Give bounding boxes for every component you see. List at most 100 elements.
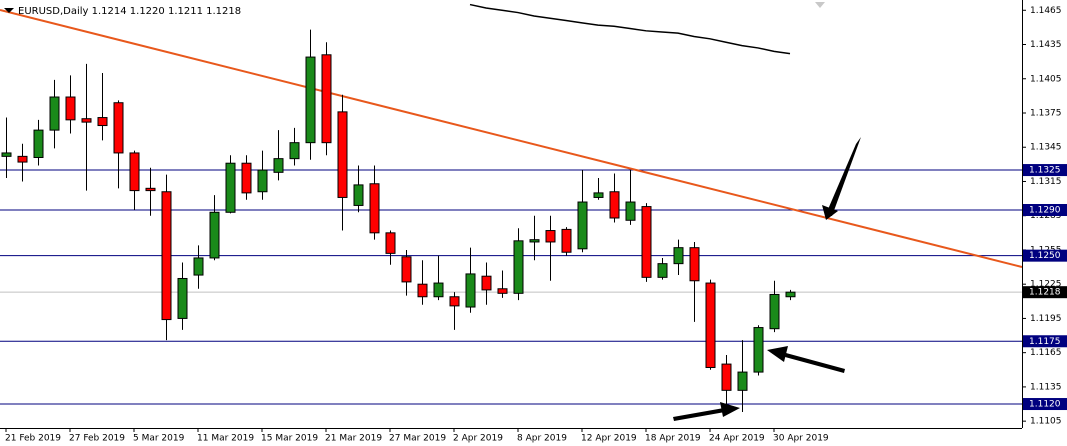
last-price-box [1023,286,1067,299]
y-tick-label: 1.1315 [1030,177,1062,187]
candle-body [129,152,140,192]
candle-body [353,184,364,206]
y-tick-label: 1.1345 [1030,143,1062,153]
candle-body [689,247,700,282]
x-tick-label: 27 Feb 2019 [69,434,125,444]
candle-body [257,169,268,193]
candle-body [1,152,12,157]
ma-line [469,3,791,55]
candle-body [33,129,44,159]
candle-body [641,206,652,278]
x-tick-label: 21 Mar 2019 [325,434,382,444]
candle-body [97,117,108,127]
y-tick-label: 1.1375 [1030,108,1062,118]
y-tick-label: 1.1165 [1030,348,1062,358]
candle-body [305,56,316,144]
candle-body [241,162,252,194]
arrow-head [720,402,740,417]
y-tick-label: 1.1135 [1030,382,1062,392]
candle-body [481,275,492,291]
arrow [673,408,725,421]
candle-body [529,239,540,243]
candle-body [161,191,172,321]
x-tick-label: 5 Mar 2019 [133,434,185,444]
menu-icon[interactable] [4,8,14,13]
chart-title: EURUSD,Daily 1.1214 1.1220 1.1211 1.1218 [18,6,241,17]
candle-body [81,118,92,123]
level-box [1023,335,1067,348]
candle-body [225,162,236,213]
axis-layer: 1.1465 1.1435 1.1405 1.1375 1.1345 1.1315 1.12… [5,6,1067,444]
arrow [785,353,845,373]
candle-body [193,257,204,276]
candle-body [465,273,476,308]
x-tick-label: 12 Apr 2019 [581,434,637,444]
candle-body [609,191,620,219]
candles-layer [1,3,796,413]
candle-body [561,228,572,253]
candle-body [289,142,300,160]
shift-marker [815,2,825,8]
arrow-head [822,205,838,220]
level-box [1023,204,1067,217]
candle-body [273,158,284,173]
candle-body [785,291,796,298]
last-price-label: 1.1218 [1029,288,1061,298]
candle-body [385,232,396,254]
candle-body [417,283,428,298]
candle-body [657,263,668,278]
y-tick-label: 1.1105 [1030,417,1062,427]
candle-body [177,277,188,319]
candle-body [513,240,524,294]
candle-body [145,187,156,192]
level-label: 1.1290 [1029,206,1061,216]
x-tick-label: 18 Apr 2019 [645,434,701,444]
y-tick-label: 1.1405 [1030,74,1062,84]
candle-body [625,201,636,221]
candle-body [753,327,764,373]
trend-line [0,9,1023,268]
candle-body [769,293,780,330]
level-box [1023,164,1067,177]
x-tick-label: 27 Mar 2019 [389,434,446,444]
candle-body [593,192,604,198]
x-tick-label: 2 Apr 2019 [453,434,503,444]
arrow-head [767,346,788,362]
y-tick-label: 1.1285 [1030,211,1062,221]
candle-body [673,247,684,265]
candle-body [449,296,460,307]
candle-body [497,288,508,294]
y-tick-label: 1.1435 [1030,40,1062,50]
level-label: 1.1120 [1029,400,1061,410]
candle-body [113,102,124,154]
arrow [826,137,861,216]
x-tick-label: 11 Mar 2019 [197,434,254,444]
level-box [1023,249,1067,262]
candle-body [369,183,380,234]
level-label: 1.1175 [1029,337,1061,347]
candle-body [401,256,412,283]
x-tick-label: 21 Feb 2019 [5,434,61,444]
candle-body [433,282,444,298]
candle-body [705,282,716,369]
candle-body [721,363,732,391]
x-tick-label: 30 Apr 2019 [773,434,829,444]
candle-body [209,211,220,259]
candle-body [545,230,556,243]
x-tick-label: 24 Apr 2019 [709,434,765,444]
y-tick-label: 1.1465 [1030,6,1062,16]
candle-body [49,96,60,131]
candle-body [17,155,28,163]
candle-body [577,201,588,250]
y-tick-label: 1.1195 [1030,314,1062,324]
level-box [1023,398,1067,411]
x-tick-label: 8 Apr 2019 [517,434,567,444]
x-tick-label: 15 Mar 2019 [261,434,318,444]
candle-body [321,54,332,144]
level-label: 1.1250 [1029,251,1061,261]
candle-body [737,371,748,391]
level-label: 1.1325 [1029,166,1061,176]
